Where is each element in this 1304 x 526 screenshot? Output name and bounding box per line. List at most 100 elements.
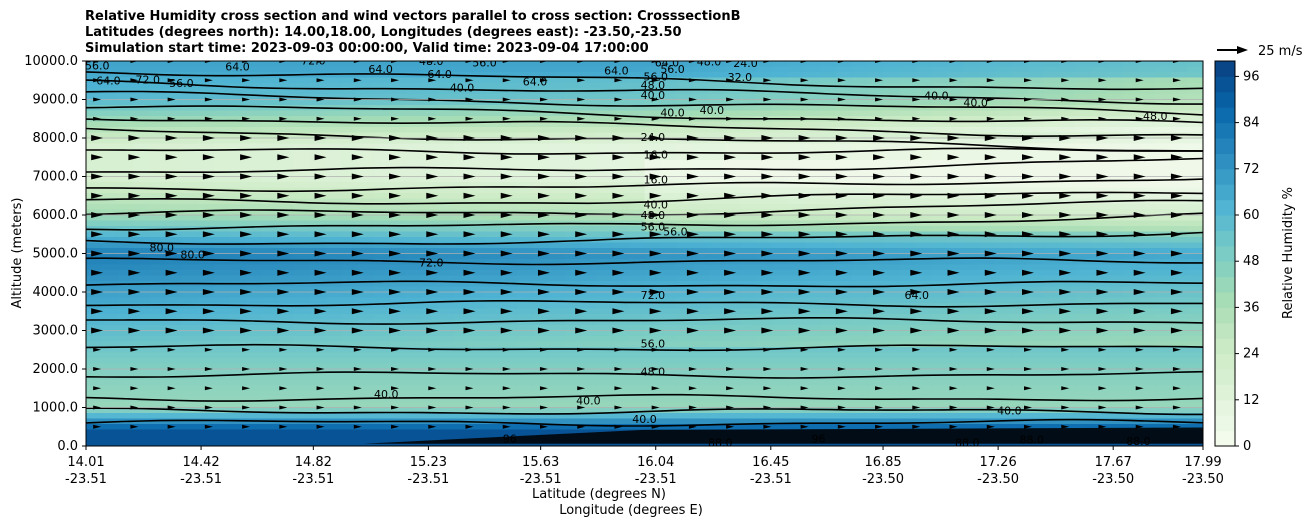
humidity-cell — [628, 171, 646, 178]
humidity-cell — [708, 138, 725, 145]
humidity-cell — [995, 110, 1013, 117]
humidity-cell — [772, 308, 789, 315]
humidity-cell — [165, 402, 183, 409]
humidity-cell — [229, 391, 247, 398]
humidity-cell — [915, 248, 933, 255]
humidity-cell — [596, 242, 614, 249]
humidity-cell — [548, 413, 566, 420]
humidity-cell — [1155, 99, 1172, 106]
humidity-cell — [580, 66, 598, 73]
humidity-cell — [500, 127, 518, 134]
humidity-cell — [995, 341, 1013, 348]
humidity-cell — [883, 292, 901, 299]
humidity-cell — [692, 231, 709, 238]
humidity-cell — [1075, 341, 1092, 348]
humidity-cell — [1139, 286, 1156, 293]
humidity-cell — [1027, 385, 1045, 392]
humidity-cell — [213, 330, 231, 337]
humidity-cell — [947, 99, 965, 106]
humidity-cell — [500, 374, 518, 381]
humidity-cell — [1059, 237, 1076, 244]
humidity-cell — [580, 226, 598, 233]
humidity-cell — [1139, 380, 1156, 387]
humidity-cell — [453, 105, 470, 112]
humidity-cell — [596, 281, 614, 288]
humidity-cell — [500, 248, 518, 255]
humidity-cell — [883, 374, 901, 381]
humidity-cell — [86, 198, 103, 205]
humidity-cell — [373, 297, 390, 304]
humidity-cell — [788, 281, 805, 288]
humidity-cell — [772, 72, 789, 79]
humidity-cell — [86, 237, 103, 244]
humidity-cell — [628, 253, 646, 260]
humidity-cell — [548, 352, 566, 359]
humidity-cell — [1107, 363, 1124, 370]
humidity-cell — [437, 292, 454, 299]
humidity-cell — [165, 330, 183, 337]
humidity-cell — [516, 61, 534, 68]
humidity-cell — [772, 303, 789, 310]
humidity-cell — [740, 176, 757, 183]
humidity-cell — [963, 369, 981, 376]
humidity-cell — [405, 347, 422, 354]
humidity-cell — [580, 281, 598, 288]
humidity-cell — [245, 231, 263, 238]
humidity-cell — [740, 231, 757, 238]
humidity-cell — [548, 286, 566, 293]
humidity-cell — [309, 391, 326, 398]
humidity-cell — [644, 209, 662, 216]
humidity-cell — [437, 374, 454, 381]
humidity-cell — [421, 127, 438, 134]
humidity-cell — [149, 380, 167, 387]
humidity-cell — [1155, 77, 1172, 84]
humidity-cell — [628, 160, 646, 167]
humidity-cell — [389, 352, 406, 359]
humidity-cell — [628, 352, 646, 359]
humidity-cell — [500, 314, 518, 321]
humidity-cell — [740, 242, 757, 249]
humidity-cell — [1107, 237, 1124, 244]
humidity-cell — [405, 424, 422, 431]
humidity-cell — [804, 303, 821, 310]
humidity-cell — [1027, 154, 1045, 161]
wind-arrow — [1135, 405, 1144, 410]
humidity-cell — [628, 154, 646, 161]
humidity-cell — [325, 149, 342, 156]
humidity-cell — [453, 402, 470, 409]
humidity-cell — [995, 77, 1013, 84]
humidity-cell — [181, 143, 199, 150]
humidity-cell — [1171, 264, 1188, 271]
humidity-cell — [133, 149, 151, 156]
humidity-cell — [197, 435, 215, 442]
wind-arrow — [875, 424, 884, 429]
humidity-cell — [101, 396, 119, 403]
humidity-cell — [453, 314, 470, 321]
humidity-cell — [708, 143, 725, 150]
humidity-cell — [468, 336, 486, 343]
humidity-cell — [676, 286, 693, 293]
humidity-cell — [788, 83, 805, 90]
humidity-cell — [564, 270, 582, 277]
humidity-cell — [1139, 182, 1156, 189]
humidity-cell — [548, 341, 566, 348]
humidity-cell — [676, 270, 693, 277]
humidity-cell — [484, 88, 502, 95]
humidity-cell — [245, 193, 263, 200]
humidity-cell — [325, 440, 342, 446]
humidity-cell — [820, 347, 837, 354]
humidity-cell — [788, 165, 805, 172]
humidity-cell — [405, 402, 422, 409]
humidity-cell — [165, 204, 183, 211]
humidity-cell — [1091, 407, 1108, 414]
humidity-cell — [835, 303, 853, 310]
humidity-cell — [86, 336, 103, 343]
humidity-cell — [484, 143, 502, 150]
humidity-cell — [692, 402, 709, 409]
humidity-cell — [133, 259, 151, 266]
humidity-cell — [468, 116, 486, 123]
humidity-cell — [947, 138, 965, 145]
humidity-cell — [149, 116, 167, 123]
wind-arrow — [614, 424, 623, 429]
humidity-cell — [149, 275, 167, 282]
